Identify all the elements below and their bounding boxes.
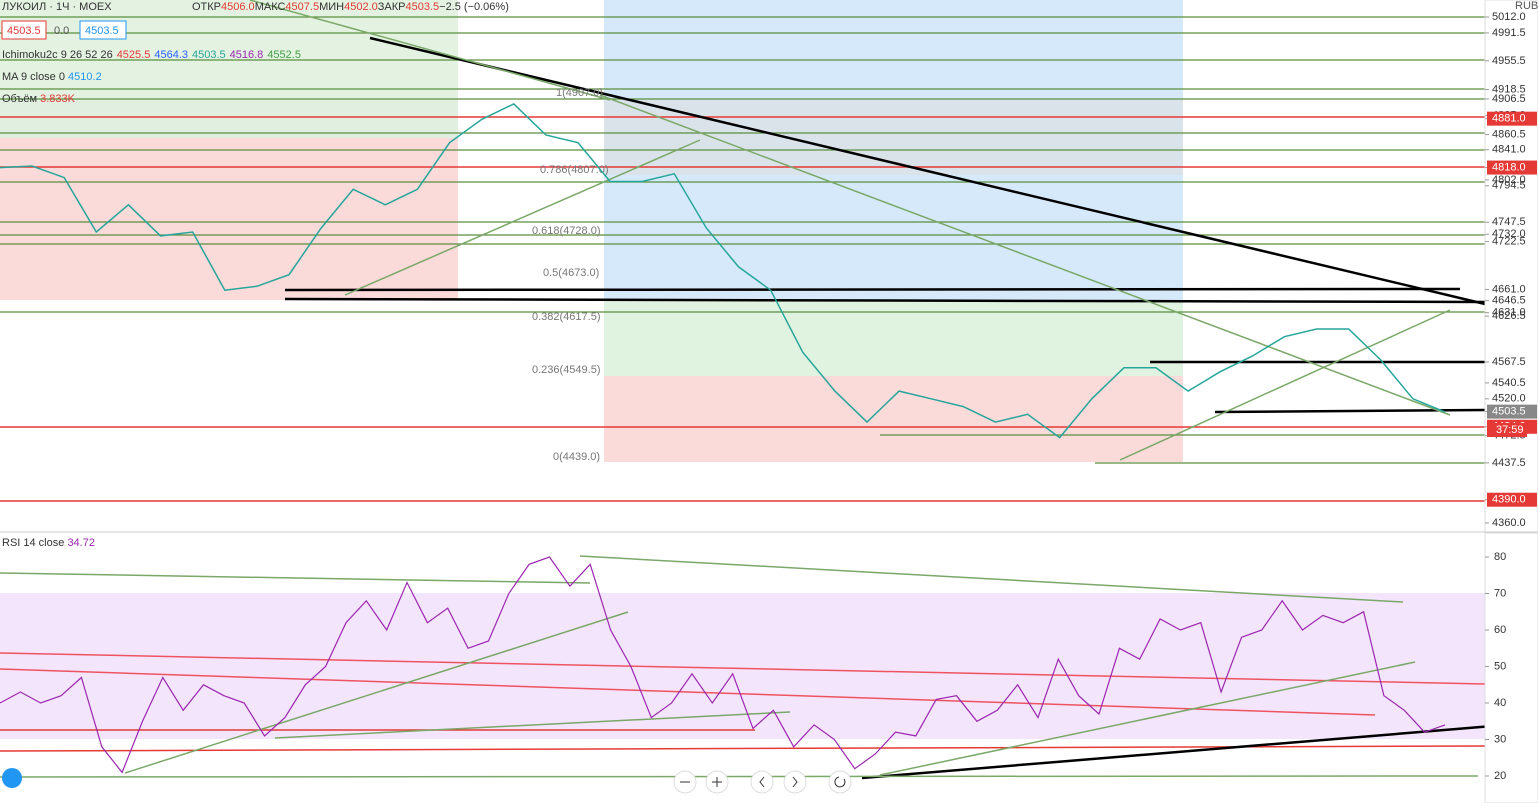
ma-name: MA 9 close 0 4510.2: [2, 71, 102, 83]
ohlc: ОТКР4506.0МАКС4507.5МИН4502.0ЗАКР4503.5−…: [192, 1, 509, 13]
red-levels: [0, 116, 1486, 752]
rsi-name: RSI 14 close 34.72: [2, 537, 95, 549]
price-label: 4794.5: [1492, 180, 1526, 192]
price-label: 4437.5: [1492, 457, 1526, 469]
logo[interactable]: [2, 768, 22, 788]
ohlc-part: ОТКР: [192, 1, 221, 13]
ichimoku-value: 4564.3: [154, 49, 188, 61]
volume-name: Объём 3.833K: [2, 93, 76, 105]
price-label: 4881.0: [1492, 113, 1526, 125]
price-label: 4646.5: [1492, 295, 1526, 307]
ichimoku-value: 4525.5: [117, 49, 151, 61]
trend-lines: [284, 36, 1506, 780]
price-label: 4626.5: [1492, 310, 1526, 322]
price-label: 4540.5: [1492, 377, 1526, 389]
price-label-bg: [1487, 111, 1537, 126]
price-label-bg: [1487, 492, 1537, 507]
rsi-line: [0, 556, 1446, 774]
price-label: 4503.5: [1492, 406, 1526, 418]
horizontal-levels: [0, 16, 1485, 464]
fib-label: 0.236(4549.5): [532, 364, 601, 376]
price-label: 4520.0: [1492, 393, 1526, 405]
rsi-label: RSI 14 close: [2, 537, 64, 549]
countdown-bg: [1487, 423, 1527, 437]
price-label: 4747.5: [1492, 216, 1526, 228]
price-label: 4955.5: [1492, 55, 1526, 67]
header: ЛУКОИЛ · 1Ч · MOEX ОТКР4506.0МАКС4507.5М…: [1, 1, 509, 549]
price-label: 4661.0: [1492, 283, 1526, 295]
fib-label: 0.786(4807.0): [540, 164, 609, 176]
rsi-tick-label: 20: [1494, 770, 1506, 782]
price-axis: 5012.04991.54955.54918.54906.54885.04881…: [1484, 0, 1538, 533]
ohlc-part: МАКС: [255, 1, 286, 13]
ohlc-part: −2.5 (−0.06%): [439, 1, 509, 13]
sell-price: 4503.5: [7, 25, 41, 37]
price-label: 4631.0: [1492, 307, 1526, 319]
spread: 0.0: [54, 25, 69, 37]
scroll-right[interactable]: [783, 770, 807, 794]
fib-labels: 1(4907.0) 0.786(4807.0) 0.618(4728.0) 0.5(4…: [532, 87, 609, 463]
buy-button[interactable]: [79, 20, 127, 40]
ohlc-part: ЗАКР: [378, 1, 406, 13]
price-label: 4732.0: [1492, 228, 1526, 240]
price-label: 4722.5: [1492, 236, 1526, 248]
fib-label: 1(4907.0): [556, 87, 603, 99]
price-label: 5012.0: [1492, 11, 1526, 23]
ohlc-part: 4507.5: [285, 1, 319, 13]
price-label: 4818.0: [1492, 161, 1526, 173]
price-label: 4802.0: [1492, 174, 1526, 186]
ohlc-part: 4503.5: [405, 1, 439, 13]
buy-price: 4503.5: [85, 25, 119, 37]
rsi-tick-label: 40: [1494, 697, 1506, 709]
rsi-tick-label: 80: [1494, 551, 1506, 563]
ma-label: MA 9 close 0: [2, 71, 65, 83]
rsi-tick-label: 50: [1494, 660, 1506, 672]
price-line: [0, 102, 1446, 439]
ohlc-part: 4502.0: [344, 1, 378, 13]
price-label: 4390.0: [1492, 494, 1526, 506]
toolbar: [2, 768, 852, 794]
ohlc-part: МИН: [319, 1, 344, 13]
ichimoku-value: 4503.5: [192, 49, 226, 61]
sell-button[interactable]: [1, 20, 47, 40]
ma-value: 4510.2: [68, 71, 102, 83]
rsi-tick-label: 70: [1494, 587, 1506, 599]
symbol: ЛУКОИЛ · 1Ч · MOEX: [2, 1, 112, 13]
scroll-left[interactable]: [750, 770, 774, 794]
rsi-value: 34.72: [67, 537, 95, 549]
price-label: 4360.0: [1492, 517, 1526, 529]
volume-value: 3.833K: [40, 93, 76, 105]
price-label: 4991.5: [1492, 27, 1526, 39]
price-label-bg: [1487, 160, 1537, 175]
price-label: 4906.5: [1492, 93, 1526, 105]
price-label: 4841.0: [1492, 144, 1526, 156]
fib-label: 0.5(4673.0): [543, 267, 599, 279]
ohlc-part: 4506.0: [221, 1, 255, 13]
zones: [0, 0, 1485, 739]
reset[interactable]: [828, 770, 852, 794]
price-label: 4567.5: [1492, 356, 1526, 368]
volume-label: Объём: [2, 93, 37, 105]
rsi-tick-label: 30: [1494, 733, 1506, 745]
countdown: 37:59: [1496, 424, 1524, 436]
price-label: 4918.5: [1492, 83, 1526, 95]
price-label-bg: [1487, 404, 1537, 419]
ichimoku-label: Ichimoku2c 9 26 52 26: [2, 49, 113, 61]
green-trend-lines: [0, 0, 1479, 778]
currency: RUB: [1515, 0, 1538, 12]
fib-label: 0.618(4728.0): [532, 225, 601, 237]
fib-label: 0.382(4617.5): [532, 311, 601, 323]
ichimoku-legend: Ichimoku2c 9 26 52 26 4525.5 4564.3 4503.5 4…: [2, 49, 301, 61]
ichimoku-value: 4552.5: [267, 49, 301, 61]
rsi-axis: [1484, 532, 1538, 804]
fib-label: 0(4439.0): [553, 451, 600, 463]
ichimoku-value: 4516.8: [230, 49, 264, 61]
price-label: 4860.5: [1492, 128, 1526, 140]
rsi-tick-label: 60: [1494, 624, 1506, 636]
